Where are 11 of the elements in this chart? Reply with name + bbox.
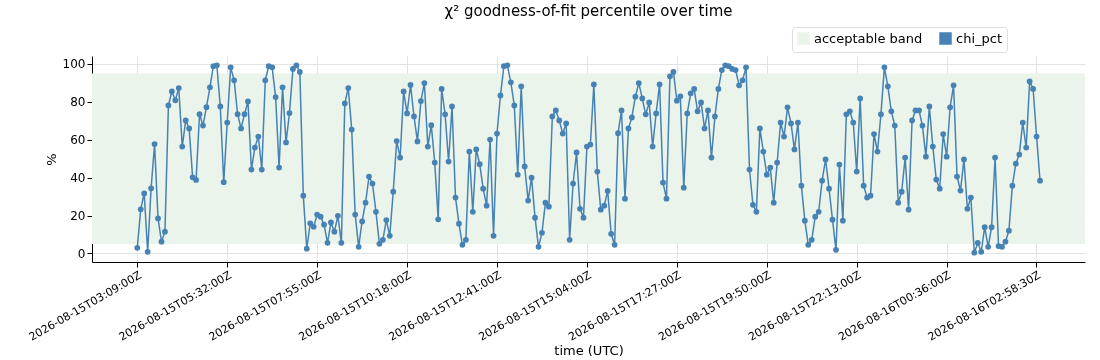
x-axis-title: time (UTC) bbox=[554, 342, 624, 358]
y-axis-title: % bbox=[43, 153, 59, 166]
y-tick-label: 60 bbox=[70, 133, 86, 148]
y-tick-label: 40 bbox=[70, 171, 86, 186]
legend-label: acceptable band bbox=[814, 30, 923, 46]
y-tick-label: 20 bbox=[70, 209, 86, 224]
y-tick-label: 80 bbox=[70, 95, 86, 110]
y-tick-label: 100 bbox=[62, 57, 86, 72]
chart-title: χ² goodness-of-fit percentile over time bbox=[444, 1, 733, 20]
y-tick-label: 0 bbox=[77, 246, 86, 261]
legend-label: chi_pct bbox=[956, 30, 1002, 46]
